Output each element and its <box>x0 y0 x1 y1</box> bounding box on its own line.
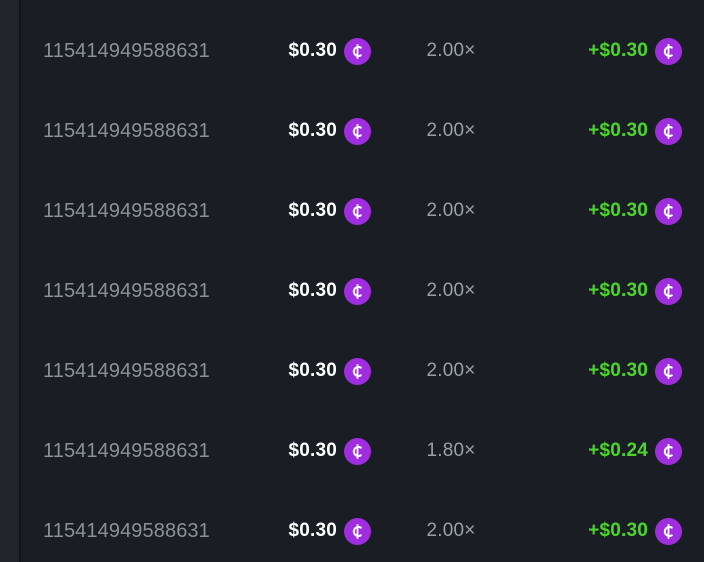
bet-id-label: 115414949588631 <box>43 279 210 302</box>
table-row[interactable]: 115414949588631 $0.30 2.00× +$0.30 <box>21 11 704 91</box>
multiplier-label: 2.00× <box>426 280 476 301</box>
payout-label: +$0.30 <box>588 40 648 61</box>
multiplier-label: 2.00× <box>426 520 476 541</box>
bet-amount-label: $0.30 <box>288 200 337 221</box>
bet-amount-label: $0.30 <box>288 40 337 61</box>
bet-id-label: 115414949588631 <box>43 199 210 222</box>
multiplier-cell: 2.00× <box>371 200 531 222</box>
cedi-coin-icon <box>344 437 371 465</box>
payout-label: +$0.24 <box>588 440 648 461</box>
table-row[interactable]: 115414949588631 $0.30 2.00× +$0.30 <box>21 331 704 411</box>
bet-id-cell[interactable]: 115414949588631 <box>21 200 236 223</box>
table-row[interactable]: 115414949588631 $0.30 2.00× +$0.30 <box>21 171 704 251</box>
bet-history-table: 115414949588631 $0.30 2.00× +$0.30 <box>21 0 704 562</box>
bet-amount-cell: $0.30 <box>236 277 371 305</box>
multiplier-label: 2.00× <box>426 40 476 61</box>
cedi-coin-icon <box>655 437 682 465</box>
multiplier-cell: 2.00× <box>371 280 531 302</box>
cedi-coin-icon <box>344 37 371 65</box>
multiplier-cell: 2.00× <box>371 40 531 62</box>
bet-id-label: 115414949588631 <box>43 119 210 142</box>
cedi-coin-icon <box>655 117 682 145</box>
bet-amount-cell: $0.30 <box>236 117 371 145</box>
bet-amount-label: $0.30 <box>288 440 337 461</box>
payout-label: +$0.30 <box>588 360 648 381</box>
bet-amount-cell: $0.30 <box>236 357 371 385</box>
cedi-coin-icon <box>344 517 371 545</box>
cedi-coin-icon <box>655 37 682 65</box>
bet-amount-label: $0.30 <box>288 280 337 301</box>
table-row[interactable]: 115414949588631 $0.30 2.00× +$0.30 <box>21 491 704 562</box>
bet-amount-cell: $0.30 <box>236 197 371 225</box>
bet-amount-cell: $0.30 <box>236 437 371 465</box>
cedi-coin-icon <box>344 357 371 385</box>
payout-label: +$0.30 <box>588 280 648 301</box>
cedi-coin-icon <box>655 517 682 545</box>
left-gutter <box>0 0 20 562</box>
bet-amount-cell: $0.30 <box>236 37 371 65</box>
bet-id-cell[interactable]: 115414949588631 <box>21 360 236 383</box>
bet-amount-label: $0.30 <box>288 120 337 141</box>
multiplier-cell: 2.00× <box>371 520 531 542</box>
payout-cell: +$0.30 <box>531 357 704 385</box>
bet-id-label: 115414949588631 <box>43 519 210 542</box>
multiplier-label: 2.00× <box>426 360 476 381</box>
cedi-coin-icon <box>655 357 682 385</box>
table-row[interactable]: 115414949588631 $0.30 1.80× +$0.24 <box>21 411 704 491</box>
payout-cell: +$0.30 <box>531 117 704 145</box>
cedi-coin-icon <box>344 117 371 145</box>
multiplier-label: 1.80× <box>426 440 476 461</box>
payout-label: +$0.30 <box>588 120 648 141</box>
bet-id-cell[interactable]: 115414949588631 <box>21 280 236 303</box>
bet-id-label: 115414949588631 <box>43 359 210 382</box>
table-row[interactable]: 115414949588631 $0.30 2.00× +$0.30 <box>21 91 704 171</box>
bet-history-row-list: 115414949588631 $0.30 2.00× +$0.30 <box>21 11 704 562</box>
payout-label: +$0.30 <box>588 200 648 221</box>
bet-id-cell[interactable]: 115414949588631 <box>21 440 236 463</box>
multiplier-cell: 2.00× <box>371 120 531 142</box>
multiplier-label: 2.00× <box>426 200 476 221</box>
payout-cell: +$0.30 <box>531 37 704 65</box>
bet-id-cell[interactable]: 115414949588631 <box>21 120 236 143</box>
bet-id-label: 115414949588631 <box>43 439 210 462</box>
bet-amount-cell: $0.30 <box>236 517 371 545</box>
bet-amount-label: $0.30 <box>288 520 337 541</box>
multiplier-label: 2.00× <box>426 120 476 141</box>
cedi-coin-icon <box>344 197 371 225</box>
bet-id-cell[interactable]: 115414949588631 <box>21 520 236 543</box>
bet-id-label: 115414949588631 <box>43 39 210 62</box>
payout-cell: +$0.30 <box>531 197 704 225</box>
payout-label: +$0.30 <box>588 520 648 541</box>
payout-cell: +$0.24 <box>531 437 704 465</box>
table-row[interactable]: 115414949588631 $0.30 2.00× +$0.30 <box>21 251 704 331</box>
multiplier-cell: 2.00× <box>371 360 531 382</box>
payout-cell: +$0.30 <box>531 277 704 305</box>
cedi-coin-icon <box>655 277 682 305</box>
bet-amount-label: $0.30 <box>288 360 337 381</box>
payout-cell: +$0.30 <box>531 517 704 545</box>
cedi-coin-icon <box>655 197 682 225</box>
bet-id-cell[interactable]: 115414949588631 <box>21 40 236 63</box>
multiplier-cell: 1.80× <box>371 440 531 462</box>
cedi-coin-icon <box>344 277 371 305</box>
